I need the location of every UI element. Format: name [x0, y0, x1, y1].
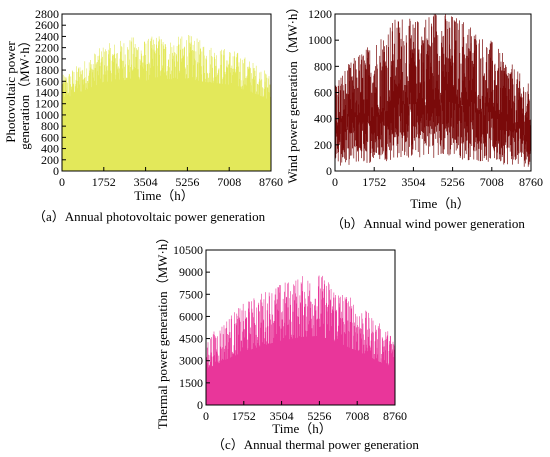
panel-a-photovoltaic: 0200400600800100012001400160018002000220… [3, 7, 283, 224]
x-tick-label: 5256 [175, 175, 199, 189]
y-tick-label: 600 [41, 130, 59, 144]
x-tick-label: 8760 [259, 175, 283, 189]
y-tick-label: 1200 [308, 7, 332, 21]
y-tick-label: 800 [314, 59, 332, 73]
x-tick-label: 7008 [480, 175, 504, 189]
series-core-fill [206, 335, 395, 405]
x-tick-label: 8760 [519, 175, 543, 189]
panel-b-wind: 0 200 400 600 800 1000 1200 0 1752 3504 5256 7008 8… [285, 1, 543, 231]
y-tick-label: 1500 [179, 376, 203, 390]
series-spikes [334, 13, 532, 167]
x-tick-label: 3504 [401, 175, 425, 189]
x-tick-label: 5256 [307, 409, 331, 423]
y-tick-label: 1000 [308, 33, 332, 47]
pv-x-ticks: 0 1752 3504 5256 7008 8760 [59, 167, 283, 189]
wind-y-axis-label: Wind power generation（MW·h） [285, 1, 300, 184]
thermal-x-ticks: 0 1752 3504 5256 7008 8760 [203, 401, 407, 423]
x-tick-label: 8760 [383, 409, 407, 423]
wind-y-ticks: 0 200 400 600 800 1000 1200 [308, 7, 339, 178]
y-tick-label: 800 [41, 119, 59, 133]
y-tick-label: 2200 [35, 41, 59, 55]
x-tick-label: 5256 [441, 175, 465, 189]
thermal-y-ticks: 0 1500 3000 4500 6000 7500 9000 10500 [173, 243, 210, 412]
pv-y-axis-label-line1: Photovoltaic power [3, 41, 18, 143]
pv-x-axis-label: Time（h） [134, 188, 193, 203]
x-tick-label: 1752 [362, 175, 386, 189]
thermal-caption: （c）Annual thermal power generation [212, 437, 419, 452]
y-tick-label: 1600 [35, 74, 59, 88]
series-core-fill [62, 77, 271, 171]
y-tick-label: 400 [314, 112, 332, 126]
y-tick-label: 3000 [179, 354, 203, 368]
y-tick-label: 2800 [35, 7, 59, 21]
y-tick-label: 2000 [35, 52, 59, 66]
wind-generation-line [334, 13, 532, 167]
y-tick-label: 400 [41, 142, 59, 156]
thermal-x-axis-label: Time（h） [272, 421, 331, 436]
x-tick-label: 0 [203, 409, 209, 423]
y-tick-label: 4500 [179, 332, 203, 346]
x-tick-label: 3504 [134, 175, 158, 189]
y-tick-label: 9000 [179, 265, 203, 279]
y-tick-label: 6000 [179, 309, 203, 323]
wind-x-ticks: 0 1752 3504 5256 7008 8760 [332, 167, 543, 189]
y-tick-label: 200 [41, 153, 59, 167]
y-tick-label: 0 [197, 398, 203, 412]
x-tick-label: 7008 [345, 409, 369, 423]
panel-c-thermal: 0 1500 3000 4500 6000 7500 9000 10500 0 1752 3504… [155, 231, 419, 452]
y-tick-label: 200 [314, 138, 332, 152]
x-tick-label: 1752 [232, 409, 256, 423]
y-tick-label: 10500 [173, 243, 203, 257]
y-tick-label: 2400 [35, 29, 59, 43]
x-tick-label: 3504 [270, 409, 294, 423]
pv-generation-area [61, 35, 272, 171]
y-tick-label: 7500 [179, 287, 203, 301]
pv-y-ticks: 0200400600800100012001400160018002000220… [35, 7, 66, 178]
y-tick-label: 1000 [35, 108, 59, 122]
y-tick-label: 0 [326, 164, 332, 178]
wind-caption: （b）Annual wind power generation [331, 216, 525, 231]
wind-x-axis-label: Time（h） [410, 196, 469, 211]
y-tick-label: 1200 [35, 97, 59, 111]
x-tick-label: 1752 [92, 175, 116, 189]
x-tick-label: 0 [59, 175, 65, 189]
y-tick-label: 1400 [35, 86, 59, 100]
pv-caption: （a）Annual photovoltaic power generation [33, 209, 266, 224]
y-tick-label: 0 [53, 164, 59, 178]
y-tick-label: 1800 [35, 63, 59, 77]
thermal-y-axis-label: Thermal power generation（MW·h） [155, 231, 170, 430]
y-tick-label: 2600 [35, 18, 59, 32]
x-tick-label: 0 [332, 175, 338, 189]
x-tick-label: 7008 [217, 175, 241, 189]
thermal-generation-area [205, 275, 396, 405]
thermal-plot-frame [205, 249, 396, 406]
y-tick-label: 600 [314, 86, 332, 100]
pv-y-axis-label-line2: generation（MW·h） [17, 34, 32, 150]
